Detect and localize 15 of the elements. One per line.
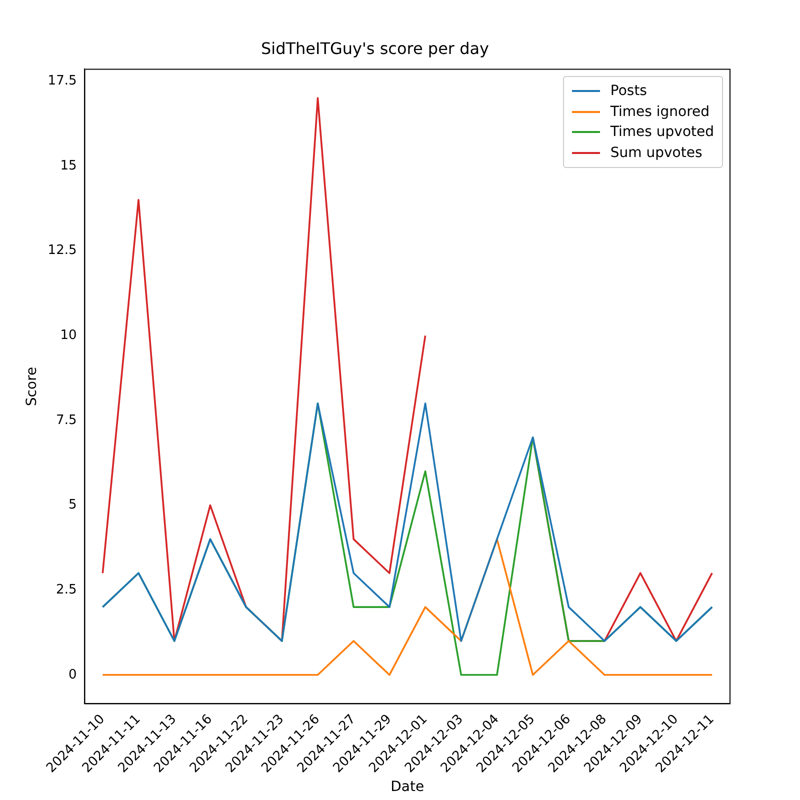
y-tick-label: 10 — [60, 328, 77, 343]
legend-label: Posts — [609, 82, 648, 102]
legend-label: Sum upvotes — [609, 144, 704, 163]
chart-title: SidTheITGuy's score per day — [260, 38, 490, 58]
legend-label: Times upvoted — [609, 123, 714, 142]
y-axis-title: Score — [24, 366, 40, 406]
y-tick-label: 7.5 — [56, 412, 77, 428]
y-tick-label: 2.5 — [56, 582, 77, 598]
y-tick-label: 5 — [68, 498, 77, 513]
legend-label: Times ignored — [609, 102, 711, 122]
y-tick-label: 15 — [60, 158, 77, 174]
y-tick-label: 12.5 — [48, 243, 77, 258]
y-tick-label: 0 — [68, 667, 77, 682]
x-axis-title: Date — [390, 779, 424, 796]
y-tick-label: 17.5 — [48, 73, 77, 88]
